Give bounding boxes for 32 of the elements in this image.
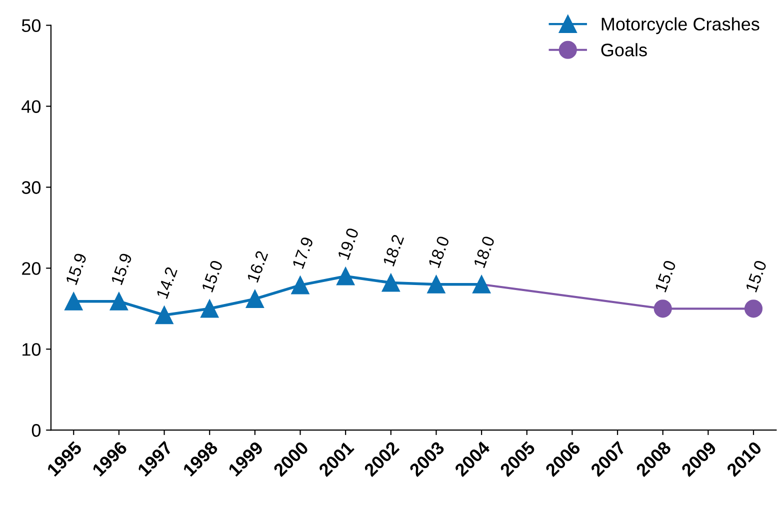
point (654, 300, 672, 318)
point (155, 306, 174, 324)
point (246, 290, 264, 308)
point (110, 292, 128, 310)
y-tick-label: 30 (22, 181, 41, 194)
data-label: 15.0 (654, 260, 676, 292)
point (291, 276, 310, 294)
point (472, 275, 491, 294)
data-label: 19.0 (337, 227, 359, 260)
point (336, 267, 355, 286)
point (200, 300, 219, 318)
data-label: 15.9 (65, 252, 87, 286)
point (744, 300, 763, 318)
data-label: 17.9 (292, 236, 314, 269)
point (64, 292, 83, 310)
point (382, 274, 400, 292)
data-label: 15.0 (201, 260, 223, 292)
y-tick-label: 20 (22, 262, 41, 275)
data-label: 14.2 (156, 266, 178, 299)
data-label: 15.0 (745, 260, 767, 292)
data-label: 15.9 (110, 252, 132, 286)
data-label: 18.0 (473, 235, 495, 268)
data-label: 18.0 (428, 235, 450, 268)
data-label: 18.2 (382, 234, 404, 267)
y-tick-label: 50 (22, 19, 41, 32)
y-tick-label: 0 (32, 424, 41, 437)
y-tick-label: 10 (22, 343, 41, 356)
y-tick-label: 40 (22, 100, 41, 113)
point (427, 275, 446, 294)
data-label: 16.2 (246, 250, 268, 283)
legend-label: Motorcycle Crashes (602, 17, 760, 34)
legend-label: Goals (601, 43, 647, 56)
